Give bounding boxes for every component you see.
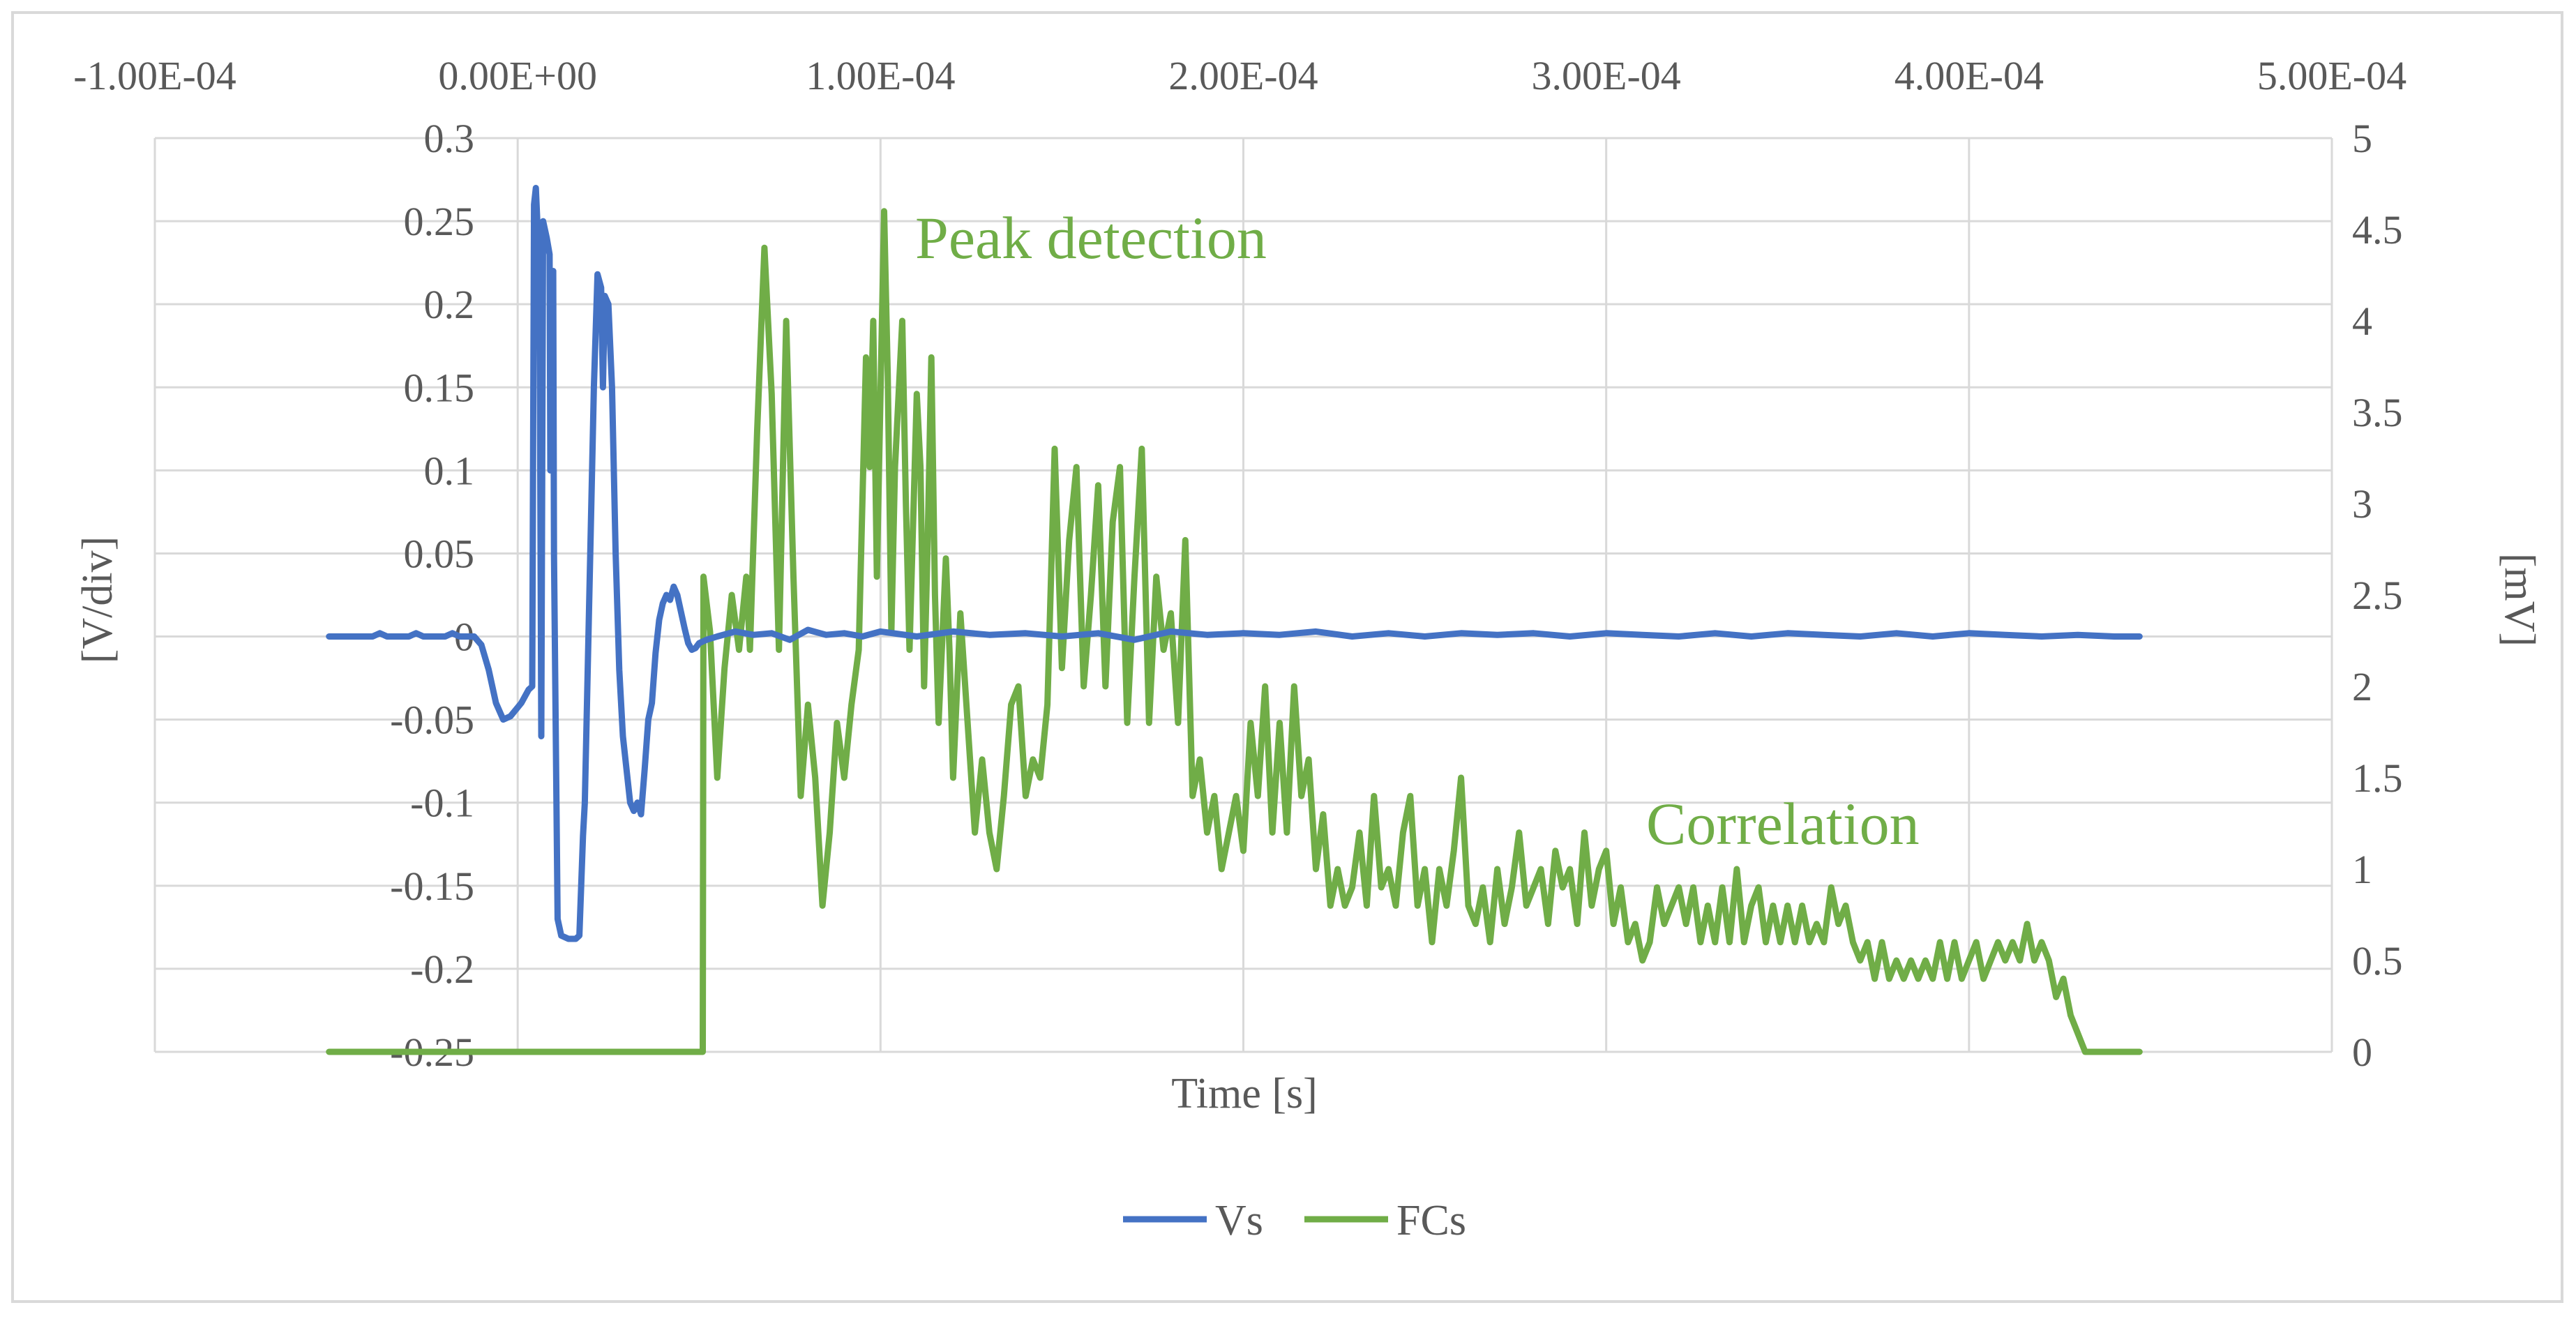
y-left-tick-label: 0.2 (424, 282, 475, 327)
y-left-tick-label: 0.05 (404, 531, 475, 576)
series-line-fcs (326, 208, 2143, 1055)
y-left-axis-label: [V/div] (74, 536, 121, 664)
y-right-tick-label: 0 (2352, 1030, 2372, 1075)
y-left-tick-label: 0.15 (404, 365, 475, 410)
y-left-axis-ticks: 0.30.250.20.150.10.050-0.05-0.1-0.15-0.2… (390, 116, 474, 1075)
y-right-axis-ticks: 5 4.5 4 3.5 3 2.5 2 1.5 1 0.5 0 (2352, 116, 2403, 1075)
y-left-tick-label: -0.05 (390, 698, 474, 743)
y-left-tick-label: 0.1 (424, 448, 475, 493)
y-left-tick-label: 0.25 (404, 199, 475, 244)
y-right-tick-label: 2.5 (2352, 573, 2403, 618)
annotation-correlation: Correlation (1646, 790, 1920, 857)
x-tick-label: 0.00E+00 (438, 53, 597, 98)
x-axis-label: Time [s] (1171, 1070, 1318, 1117)
y-left-tick-label: 0.3 (424, 116, 475, 161)
y-right-tick-label: 4.5 (2352, 207, 2403, 253)
series-lines (326, 185, 2143, 1055)
x-tick-label: 5.00E-04 (2257, 53, 2406, 98)
x-axis-ticks: -1.00E-04 0.00E+00 1.00E-04 2.00E-04 3.00E-0… (73, 53, 2406, 98)
x-tick-label: -1.00E-04 (73, 53, 236, 98)
series-line-vs (326, 185, 2143, 942)
x-tick-label: 4.00E-04 (1895, 53, 2044, 98)
y-right-tick-label: 1 (2352, 847, 2372, 892)
y-right-tick-label: 5 (2352, 116, 2372, 161)
y-right-tick-label: 2 (2352, 664, 2372, 709)
legend-label-vs: Vs (1215, 1197, 1263, 1244)
legend-label-fcs: FCs (1396, 1197, 1466, 1244)
x-tick-label: 2.00E-04 (1168, 53, 1318, 98)
x-tick-label: 3.00E-04 (1532, 53, 1681, 98)
y-left-tick-label: -0.1 (410, 781, 474, 826)
y-right-tick-label: 0.5 (2352, 938, 2403, 983)
y-right-tick-label: 3.5 (2352, 390, 2403, 435)
chart-frame (11, 11, 2563, 1303)
y-left-tick-label: -0.2 (410, 947, 474, 992)
legend: Vs FCs (1123, 1197, 1466, 1244)
y-right-tick-label: 3 (2352, 481, 2372, 527)
y-right-tick-label: 4 (2352, 299, 2372, 344)
y-right-tick-label: 1.5 (2352, 755, 2403, 801)
y-left-tick-label: -0.15 (390, 864, 474, 909)
x-tick-label: 1.00E-04 (806, 53, 955, 98)
annotation-peak-detection: Peak detection (915, 204, 1267, 271)
y-right-axis-label: [mV] (2496, 553, 2543, 647)
